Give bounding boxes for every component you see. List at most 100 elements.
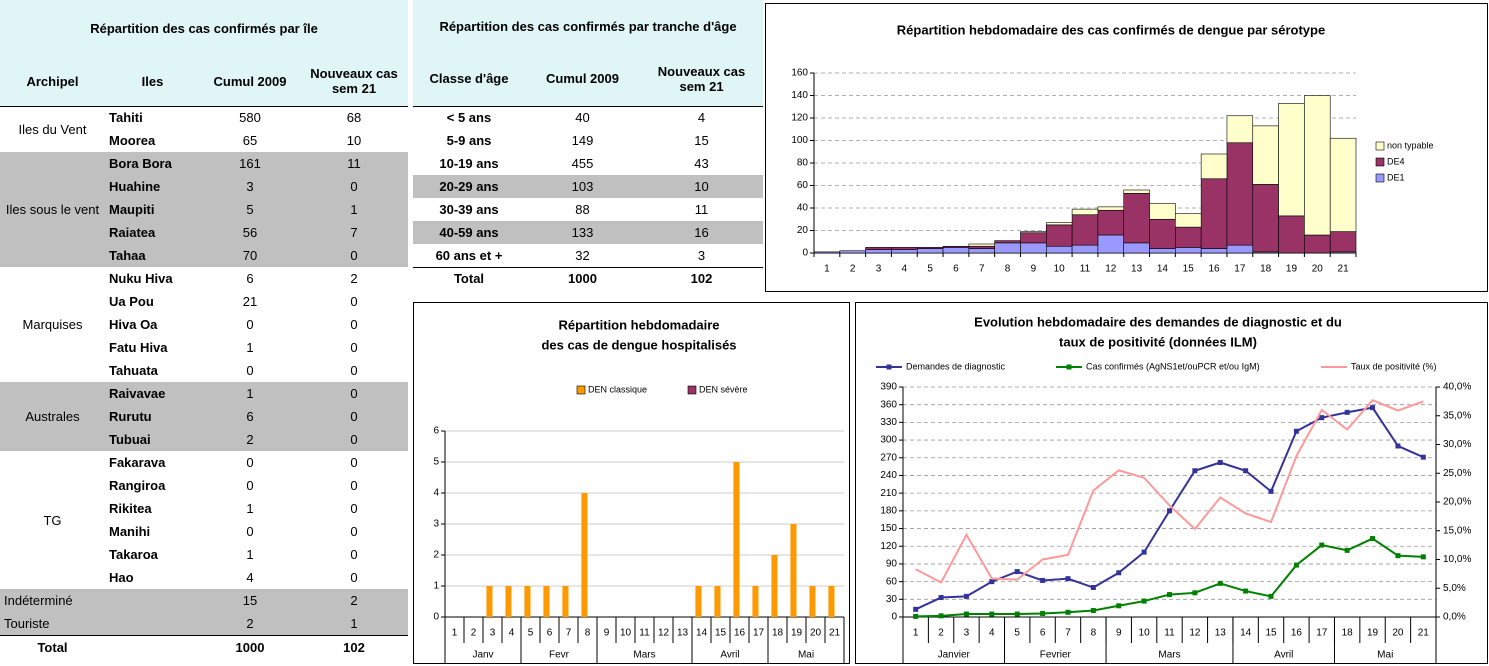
marker — [1040, 577, 1046, 583]
marker — [1370, 405, 1376, 411]
case-count: 0 — [246, 524, 254, 539]
marker — [1014, 611, 1020, 617]
x-tick-label: 18 — [772, 628, 784, 639]
island-name: Ua Pou — [109, 294, 154, 309]
island-name: Rikitea — [109, 501, 152, 516]
marker — [938, 613, 944, 619]
total-count: 1000 — [200, 634, 300, 660]
total-row: Total 1000 102 — [0, 634, 409, 660]
chart-box: Répartition hebdomadaire des cas confirm… — [765, 3, 1488, 292]
case-count: 4 — [697, 110, 706, 126]
age-table: Répartition des cas confirmés par tranch… — [413, 0, 764, 290]
column-header: Iles — [105, 57, 200, 107]
bar — [968, 248, 995, 254]
x-tick-label: 4 — [509, 628, 515, 639]
x-group-label: Mai — [798, 650, 814, 661]
bar — [994, 240, 1021, 244]
marker — [1243, 588, 1249, 594]
column-header: Cumul 2009 — [200, 57, 300, 107]
island-row: Tubuai 2 0 — [0, 428, 409, 451]
marker — [1192, 590, 1198, 596]
marker — [1268, 488, 1274, 494]
x-tick-label: 2 — [471, 628, 477, 639]
case-count: 88 — [575, 202, 590, 217]
y2-tick-label: 0,0% — [1443, 612, 1466, 623]
case-count: 6 — [246, 271, 254, 286]
x-tick-label: 10 — [1054, 264, 1066, 275]
x-group-label: Avril — [720, 650, 739, 661]
y-tick-label: 150 — [880, 523, 897, 534]
case-count: 1 — [300, 612, 409, 635]
x-tick-label: 5 — [528, 628, 534, 639]
x-tick-label: 1 — [913, 628, 919, 639]
x-tick-label: 4 — [989, 628, 995, 639]
bar — [968, 245, 995, 249]
marker — [963, 593, 969, 599]
y-tick-label: 60 — [886, 576, 898, 587]
island-name: Tubuai — [105, 428, 200, 451]
marker — [1293, 428, 1299, 434]
x-tick-label: 10 — [620, 628, 632, 639]
case-count: 0 — [350, 294, 358, 309]
island-name: Rurutu — [105, 405, 200, 428]
x-tick-label: 17 — [753, 628, 765, 639]
marker — [1344, 547, 1350, 553]
island-name: Nuku Hiva — [109, 271, 173, 286]
case-count: 70 — [200, 244, 300, 267]
bar — [1200, 153, 1228, 180]
bar — [994, 242, 1021, 254]
legend-label: DEN sévère — [699, 384, 748, 394]
bar — [942, 247, 970, 254]
case-count: 0 — [300, 382, 409, 405]
age-row: 30-39 ans 88 11 — [413, 198, 763, 221]
case-count: 1 — [246, 547, 254, 562]
case-count: 0 — [246, 478, 254, 493]
y-tick-label: 160 — [791, 68, 808, 79]
marker — [1141, 598, 1147, 604]
marker — [1420, 454, 1426, 460]
empty-cell — [105, 612, 200, 635]
x-tick-label: 17 — [1316, 628, 1328, 639]
x-tick-label: 8 — [1005, 264, 1011, 275]
bar — [1045, 245, 1073, 254]
y-tick-label: 240 — [880, 470, 897, 481]
y2-tick-label: 30,0% — [1443, 439, 1471, 450]
legend-label: Taux de positivité (%) — [1351, 361, 1437, 371]
x-tick-label: 9 — [1116, 628, 1122, 639]
age-class: 10-19 ans — [439, 156, 499, 171]
x-group-label: Fevrier — [1040, 650, 1072, 661]
x-tick-label: 1 — [452, 628, 458, 639]
legend-label: Demandes de diagnostic — [906, 361, 1006, 371]
bar — [942, 245, 970, 248]
y-tick-label: 0 — [802, 248, 808, 259]
x-group-label: Mai — [1377, 650, 1393, 661]
bar — [505, 586, 512, 617]
case-count: 2 — [200, 428, 300, 451]
case-count: 1 — [300, 198, 409, 221]
age-class: < 5 ans — [446, 110, 492, 126]
age-row: < 5 ans 40 4 — [413, 106, 763, 129]
x-tick-label: 21 — [1418, 628, 1430, 639]
island-row: Tahaa 70 0 — [0, 244, 409, 267]
marker — [1014, 569, 1020, 575]
case-count: 3 — [200, 175, 300, 198]
bar — [828, 586, 835, 617]
marker — [1243, 468, 1249, 474]
island-row: Hiva Oa 0 0 — [0, 313, 408, 336]
marker — [1319, 415, 1325, 421]
island-row: Ua Pou 21 0 — [0, 290, 408, 313]
legend-swatch — [687, 385, 697, 395]
bar — [1329, 231, 1357, 253]
island-row: Marquises Nuku Hiva 6 2 — [0, 267, 408, 332]
island-row: Australes Raivavae 1 0 — [0, 382, 409, 451]
chart: Répartition hebdomadaire des cas confirm… — [791, 22, 1433, 275]
x-tick-label: 15 — [1265, 628, 1277, 639]
bar — [1045, 222, 1073, 226]
total-count: 102 — [300, 634, 409, 660]
bar — [1304, 95, 1331, 236]
x-tick-label: 12 — [1105, 264, 1117, 275]
x-tick-label: 4 — [902, 264, 908, 275]
legend-swatch — [576, 385, 586, 395]
x-tick-label: 21 — [829, 628, 841, 639]
x-tick-label: 18 — [1260, 264, 1272, 275]
